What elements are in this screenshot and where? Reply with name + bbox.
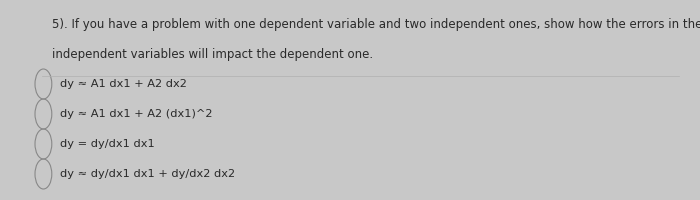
Text: dy = dy/dx1 dx1: dy = dy/dx1 dx1 — [60, 139, 154, 149]
Text: dy ≈ A1 dx1 + A2 (dx1)^2: dy ≈ A1 dx1 + A2 (dx1)^2 — [60, 109, 212, 119]
Text: 5). If you have a problem with one dependent variable and two independent ones, : 5). If you have a problem with one depen… — [52, 18, 700, 31]
Text: dy ≈ dy/dx1 dx1 + dy/dx2 dx2: dy ≈ dy/dx1 dx1 + dy/dx2 dx2 — [60, 169, 234, 179]
Text: dy ≈ A1 dx1 + A2 dx2: dy ≈ A1 dx1 + A2 dx2 — [60, 79, 186, 89]
Text: independent variables will impact the dependent one.: independent variables will impact the de… — [52, 48, 374, 61]
